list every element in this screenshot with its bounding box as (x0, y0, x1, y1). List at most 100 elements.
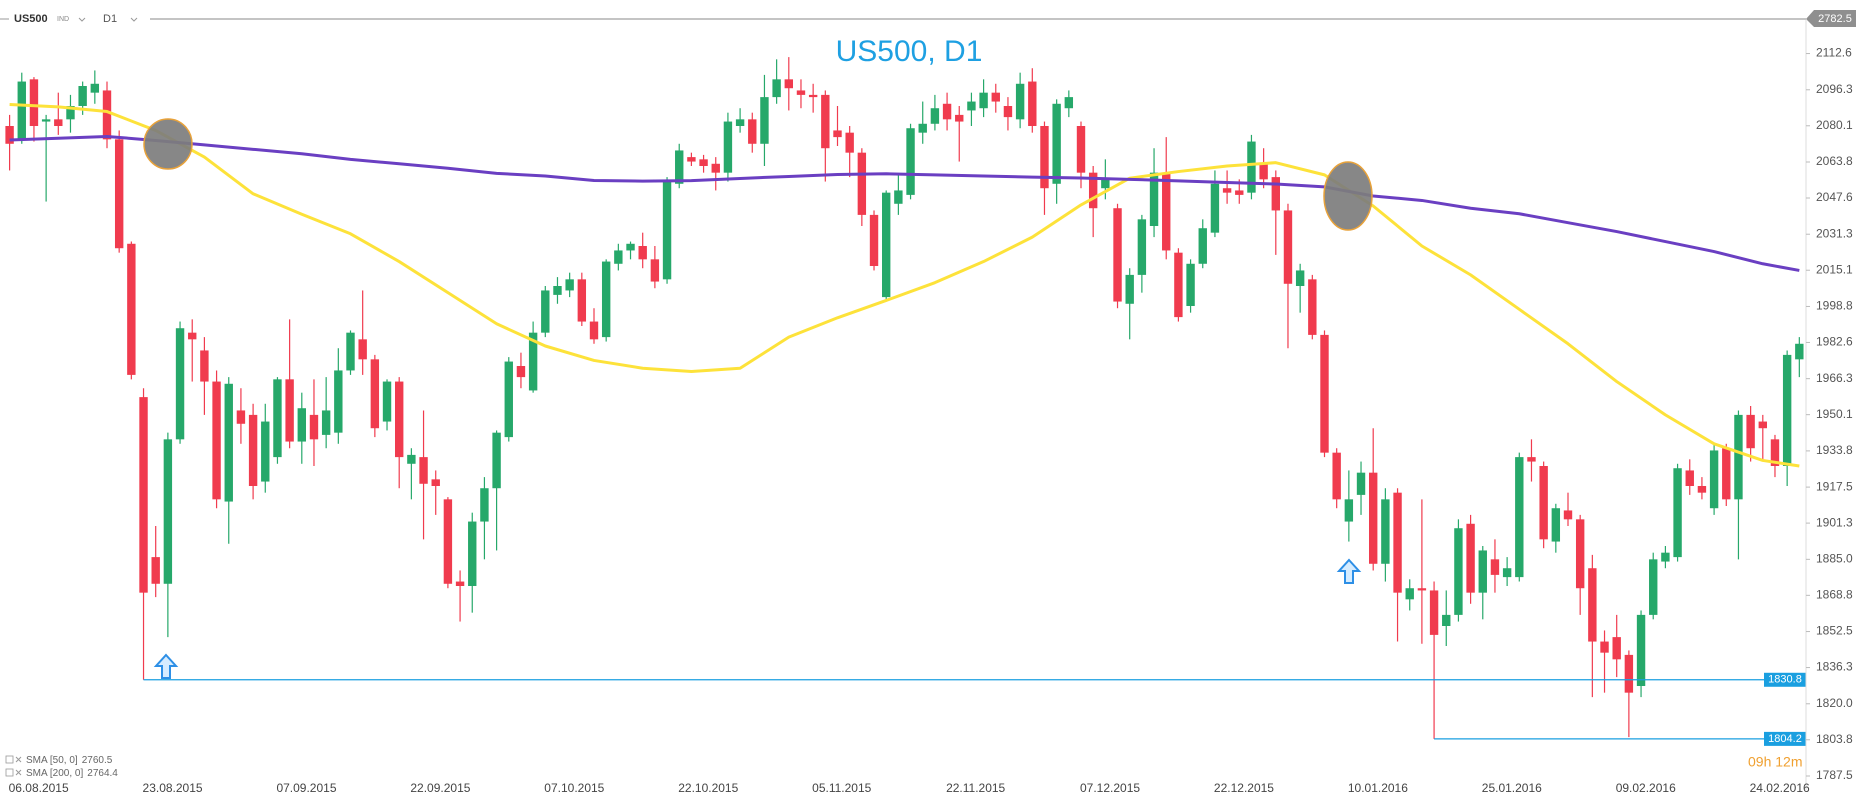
price-line-label: 1804.2 (1768, 733, 1802, 745)
candle-body (882, 192, 891, 298)
y-tick-label: 2112.6 (1816, 46, 1852, 60)
candle-body (1600, 641, 1609, 653)
candle-body (200, 350, 209, 382)
y-tick-label: 1803.8 (1816, 732, 1853, 746)
candle-body (748, 119, 757, 144)
dropdown-caret[interactable] (78, 17, 86, 22)
candle-body (1028, 81, 1037, 126)
candle-body (894, 190, 903, 204)
candle-body (127, 243, 136, 375)
legend-entry: SMA [50, 0] 2760.5 (26, 755, 113, 766)
candle-body (614, 250, 623, 264)
candle-body (1624, 654, 1634, 693)
y-tick-label: 1820.0 (1816, 696, 1853, 710)
candle-body (1466, 523, 1475, 593)
candle-body (1722, 448, 1731, 500)
x-tick-label: 05.11.2015 (812, 781, 871, 795)
candle-body (1320, 334, 1329, 453)
timeframe[interactable]: D1 (103, 13, 117, 25)
y-tick-label: 1836.3 (1816, 660, 1853, 674)
candle-body (1222, 188, 1232, 193)
candle-body (796, 90, 806, 95)
candle-body (261, 421, 270, 482)
candle-body (188, 332, 197, 340)
candle-body (1551, 508, 1561, 542)
x-tick-label: 22.10.2015 (678, 781, 738, 795)
candle-body (224, 383, 233, 502)
candle-body (236, 410, 246, 424)
candle-body (321, 410, 331, 435)
candle-body (1235, 190, 1244, 195)
candle-body (1113, 208, 1122, 302)
candle-body (419, 457, 428, 484)
y-tick-label: 1868.8 (1816, 588, 1853, 602)
price-line-tag (1764, 672, 1806, 687)
candle-body (1381, 499, 1390, 564)
candle-body (1539, 466, 1548, 540)
x-tick-label: 07.10.2015 (544, 781, 604, 795)
candle-body (833, 130, 842, 138)
candle-body (930, 108, 940, 124)
candle-body (1003, 106, 1013, 118)
candle-body (1332, 452, 1341, 500)
candle-body (1271, 177, 1280, 211)
candle-body (1612, 637, 1621, 660)
candle-body (443, 499, 453, 584)
y-tick-label: 2080.1 (1816, 118, 1853, 132)
candle-body (1308, 279, 1317, 335)
x-tick-label: 07.12.2015 (1080, 781, 1140, 795)
candle-body (407, 454, 416, 464)
legend-value: 2760.5 (82, 755, 113, 766)
candles (5, 57, 1804, 739)
x-tick-label: 22.11.2015 (946, 781, 1005, 795)
candle-body (1454, 528, 1463, 615)
candle-body (675, 150, 684, 184)
candle-body (273, 379, 282, 458)
sma-line (9, 102, 1800, 468)
candle-body (285, 379, 294, 442)
y-tick-label: 2031.3 (1816, 226, 1853, 240)
candle-body (601, 261, 611, 338)
candle-body (1734, 414, 1743, 500)
y-tick-label: 1787.5 (1816, 768, 1853, 782)
candle-body (1198, 228, 1207, 264)
candle-body (528, 332, 538, 391)
symbol[interactable]: US500 (14, 13, 48, 25)
candle-body (1673, 468, 1682, 558)
candle-body (382, 381, 392, 422)
candle-body (78, 86, 87, 106)
candle-body (1697, 486, 1707, 493)
candle-body (1563, 510, 1573, 520)
candle-body (626, 243, 635, 251)
candle-body (723, 121, 733, 173)
candle-body (516, 366, 526, 378)
y-tick-label: 1885.0 (1816, 552, 1853, 566)
candle-body (784, 79, 793, 89)
y-tick-label: 2015.1 (1816, 262, 1853, 276)
candle-body (857, 152, 867, 215)
legend-entry: SMA [200, 0] 2764.4 (26, 768, 118, 779)
candle-body (1636, 614, 1646, 686)
dropdown-caret[interactable] (130, 17, 138, 22)
legend-close-icon (15, 769, 22, 776)
arrow-shape (153, 653, 179, 679)
candle-body (1247, 141, 1256, 193)
y-tick-label: 1933.8 (1816, 443, 1853, 457)
candle-body (955, 114, 964, 122)
candle-body (541, 290, 550, 333)
candle-body (1015, 83, 1025, 120)
candle-body (504, 361, 513, 438)
current-price-tag (1806, 10, 1856, 27)
candle-body (41, 119, 51, 122)
candle-body (334, 370, 343, 433)
candle-body (821, 94, 830, 149)
candle-body (1405, 588, 1414, 600)
candle-body (492, 432, 501, 489)
candle-body (90, 83, 100, 93)
crossover-marker (143, 118, 193, 170)
candle-body (1125, 274, 1134, 304)
candle-body (480, 488, 489, 522)
legend-icon (5, 768, 14, 777)
